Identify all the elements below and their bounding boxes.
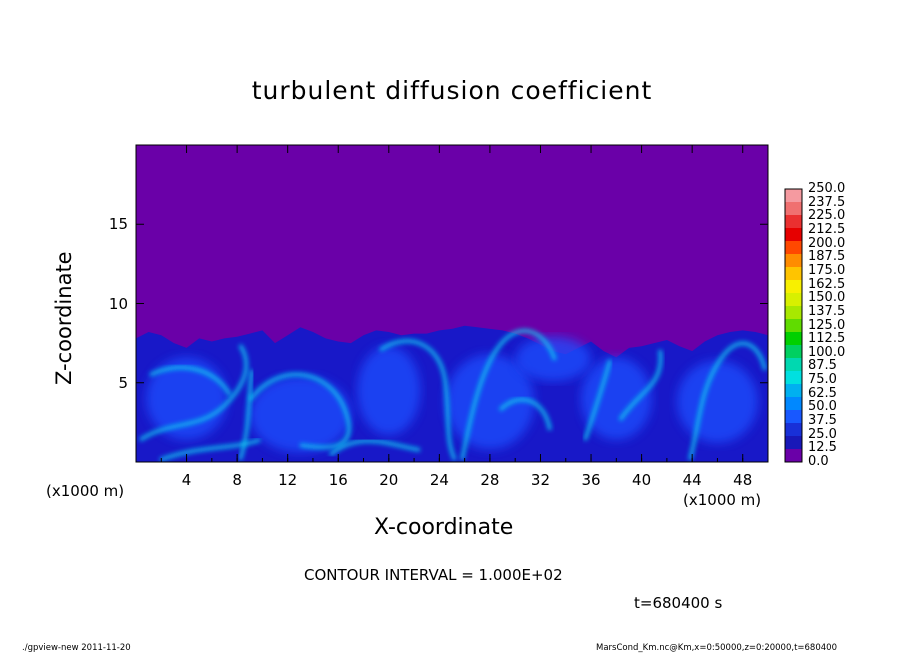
eddy-streak xyxy=(159,438,261,462)
colorbar-level-label: 212.5 xyxy=(808,221,846,237)
x-tick-label: 36 xyxy=(581,471,601,489)
colorbar-level-label: 0.0 xyxy=(808,454,829,469)
x-tick-label: 8 xyxy=(232,471,242,489)
x-tick-label: 20 xyxy=(379,471,399,489)
eddy-blob xyxy=(580,357,652,440)
colorbar-level-label: 75.0 xyxy=(808,372,837,388)
colorbar-level-label: 250.0 xyxy=(808,181,846,196)
colorbar-band xyxy=(785,241,802,255)
eddy-streak xyxy=(460,328,557,461)
colorbar-level-label: 162.5 xyxy=(808,276,846,292)
colorbar-frame xyxy=(784,188,803,463)
x-tick-label: 44 xyxy=(682,471,702,489)
colorbar-band xyxy=(785,293,802,307)
footer-left-text: ./gpview-new 2011-11-20 xyxy=(22,643,131,653)
colorbar-level-label: 137.5 xyxy=(808,303,846,319)
colorbar-band xyxy=(785,423,802,437)
chart-title: turbulent diffusion coefficient xyxy=(251,76,653,105)
colorbar-level-label: 175.0 xyxy=(808,262,846,278)
colorbar-band xyxy=(785,345,802,359)
colorbar-band xyxy=(785,189,802,203)
eddy-streak xyxy=(328,439,421,457)
eddy-streak xyxy=(238,369,254,461)
eddy-streak xyxy=(248,372,351,450)
colorbar-level-label: 25.0 xyxy=(808,426,837,442)
eddy-streak xyxy=(618,349,663,422)
eddy-streak xyxy=(688,341,767,461)
colorbar-band xyxy=(785,280,802,294)
x-tick-label: 28 xyxy=(480,471,500,489)
x-axis-label: X-coordinate xyxy=(374,515,514,540)
colorbar-band xyxy=(785,306,802,320)
turbulent-field xyxy=(136,325,768,462)
eddy-blob xyxy=(357,346,421,436)
colorbar-level-label: 200.0 xyxy=(808,235,846,251)
x-tick-label: 24 xyxy=(429,471,449,489)
footer-right-text: MarsCond_Km.nc@Km,x=0:50000,z=0:20000,t=… xyxy=(596,643,837,653)
x-tick-label: 12 xyxy=(278,471,298,489)
colorbar-level-label: 150.0 xyxy=(808,290,846,306)
eddy-streak xyxy=(378,339,457,461)
colorbar-band xyxy=(785,228,802,242)
colorbar-band xyxy=(785,319,802,333)
colorbar-level-label: 87.5 xyxy=(808,358,837,374)
colorbar-level-label: 12.5 xyxy=(808,440,837,456)
colorbar-band xyxy=(785,384,802,398)
colorbar-level-label: 187.5 xyxy=(808,249,846,265)
colorbar-band xyxy=(785,254,802,268)
x-unit-right-label: (x1000 m) xyxy=(683,491,762,509)
colorbar-level-label: 100.0 xyxy=(808,344,846,360)
colorbar-band xyxy=(785,358,802,372)
colorbar-band xyxy=(785,215,802,229)
eddy-streak xyxy=(149,365,232,397)
time-stamp: t=680400 s xyxy=(634,594,723,612)
x-tick-label: 40 xyxy=(632,471,652,489)
colorbar-band xyxy=(785,449,802,463)
colorbar-level-label: 237.5 xyxy=(808,194,846,210)
x-unit-left-label: (x1000 m) xyxy=(46,482,125,500)
colorbar-level-label: 112.5 xyxy=(808,331,846,347)
colorbar-band xyxy=(785,332,802,346)
colorbar-level-label: 225.0 xyxy=(808,208,846,224)
colorbar-level-label: 62.5 xyxy=(808,385,837,401)
colorbar-level-label: 37.5 xyxy=(808,413,837,429)
colorbar-band xyxy=(785,371,802,385)
colorbar-level-label: 125.0 xyxy=(808,317,846,333)
eddy-streak xyxy=(583,359,612,441)
colorbar-band xyxy=(785,267,802,281)
eddy-streak xyxy=(498,397,552,431)
eddy-blob xyxy=(249,376,351,453)
x-tick-label: 48 xyxy=(733,471,753,489)
colorbar-band xyxy=(785,436,802,450)
y-tick-label: 10 xyxy=(108,294,128,313)
plot-axes xyxy=(135,144,769,463)
contour-interval-note: CONTOUR INTERVAL = 1.000E+02 xyxy=(304,566,563,584)
y-tick-label: 5 xyxy=(118,373,128,392)
x-tick-label: 4 xyxy=(181,471,192,489)
colorbar-band xyxy=(785,397,802,411)
colorbar-band xyxy=(785,410,802,424)
x-tick-label: 32 xyxy=(530,471,551,489)
x-tick-label: 16 xyxy=(328,471,348,489)
y-tick-label: 15 xyxy=(108,215,128,234)
eddy-streak xyxy=(138,343,249,442)
colorbar-band xyxy=(785,202,802,216)
colorbar-level-label: 50.0 xyxy=(808,399,837,415)
